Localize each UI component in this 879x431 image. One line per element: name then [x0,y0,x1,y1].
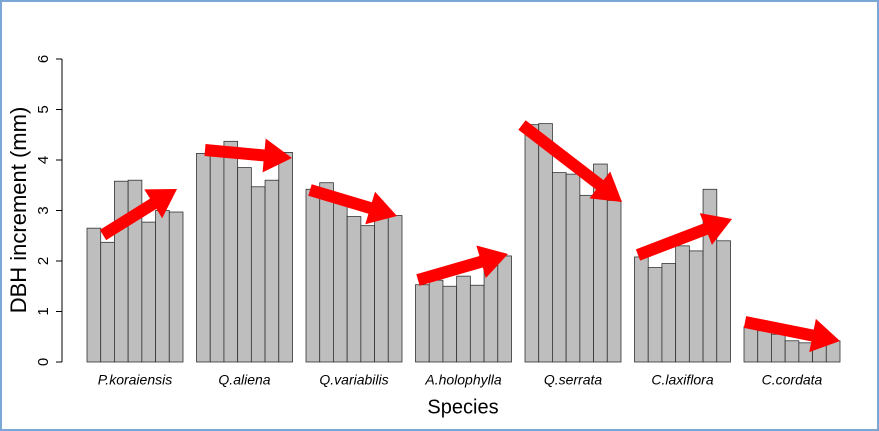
x-tick-label: Q.aliena [218,372,270,388]
bar [196,153,211,363]
bar [209,154,225,363]
bar [250,186,266,363]
trend-arrow [635,213,732,261]
bar [743,326,759,363]
bar [305,188,321,363]
bar [538,123,553,363]
trend-arrow [308,184,397,225]
bar [278,152,293,363]
bar [264,179,280,363]
trend-arrow [416,245,508,286]
bar [647,267,663,363]
bar [469,284,485,363]
bar [223,140,239,363]
bar [360,225,375,363]
y-tick-label: 0 [35,358,52,366]
y-tick-label: 4 [35,156,52,164]
bar [86,227,102,363]
trend-arrow [204,138,292,173]
bar [456,275,471,363]
x-tick-label: Q.variabilis [319,372,388,388]
bar [141,221,156,363]
bar [428,279,444,363]
trend-arrow [743,316,840,353]
bar [688,250,704,363]
bar [442,285,458,363]
y-tick-label: 6 [35,55,52,63]
bar [483,263,499,363]
bar [415,284,430,363]
bar [771,333,786,363]
bar [579,194,594,363]
bar [100,241,115,363]
y-tick-label: 5 [35,105,52,113]
bar [606,199,622,363]
x-tick-label: C.laxiflora [651,372,713,388]
bar [716,240,731,363]
bar [784,340,800,363]
bar [114,180,129,363]
y-tick-label: 2 [35,257,52,265]
bar [524,124,540,363]
x-axis-label: Species [427,396,498,418]
bar [675,245,690,363]
y-axis-label: DBH increment (mm) [6,107,31,314]
bar [237,167,252,363]
bar [333,199,348,363]
x-tick-label: P.koraiensis [98,372,172,388]
x-tick-label: C.cordata [762,372,823,388]
trend-arrow [518,120,622,202]
bar [634,256,649,363]
bar [661,263,677,363]
bar [374,217,389,363]
bar [155,210,170,363]
bar [319,182,334,363]
bar [387,215,403,363]
bar [757,330,772,363]
y-tick-label: 1 [35,307,52,315]
bar [346,216,362,363]
x-tick-label: A.holophylla [424,372,501,388]
bar [552,172,567,363]
trend-arrow [99,189,177,241]
bar [565,173,581,363]
bar [497,255,512,363]
x-tick-label: Q.serrata [544,372,603,388]
y-tick-label: 3 [35,206,52,214]
bar [168,211,184,363]
